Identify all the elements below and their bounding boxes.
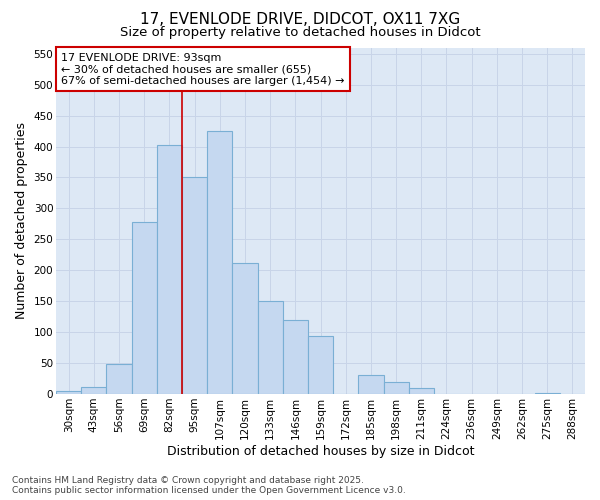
X-axis label: Distribution of detached houses by size in Didcot: Distribution of detached houses by size … (167, 444, 474, 458)
Text: 17 EVENLODE DRIVE: 93sqm
← 30% of detached houses are smaller (655)
67% of semi-: 17 EVENLODE DRIVE: 93sqm ← 30% of detach… (61, 52, 345, 86)
Bar (106, 364, 131, 394)
Bar (81, 386, 106, 394)
Bar (157, 144, 182, 394)
Bar (409, 388, 434, 394)
Text: Size of property relative to detached houses in Didcot: Size of property relative to detached ho… (119, 26, 481, 39)
Bar (283, 320, 308, 394)
Bar (308, 336, 333, 394)
Bar (383, 382, 409, 394)
Text: Contains HM Land Registry data © Crown copyright and database right 2025.
Contai: Contains HM Land Registry data © Crown c… (12, 476, 406, 495)
Bar (131, 222, 157, 394)
Bar (56, 391, 81, 394)
Bar (535, 393, 560, 394)
Y-axis label: Number of detached properties: Number of detached properties (15, 122, 28, 320)
Bar (232, 263, 257, 394)
Bar (182, 178, 207, 394)
Text: 17, EVENLODE DRIVE, DIDCOT, OX11 7XG: 17, EVENLODE DRIVE, DIDCOT, OX11 7XG (140, 12, 460, 28)
Bar (358, 376, 383, 394)
Bar (207, 131, 232, 394)
Bar (257, 301, 283, 394)
